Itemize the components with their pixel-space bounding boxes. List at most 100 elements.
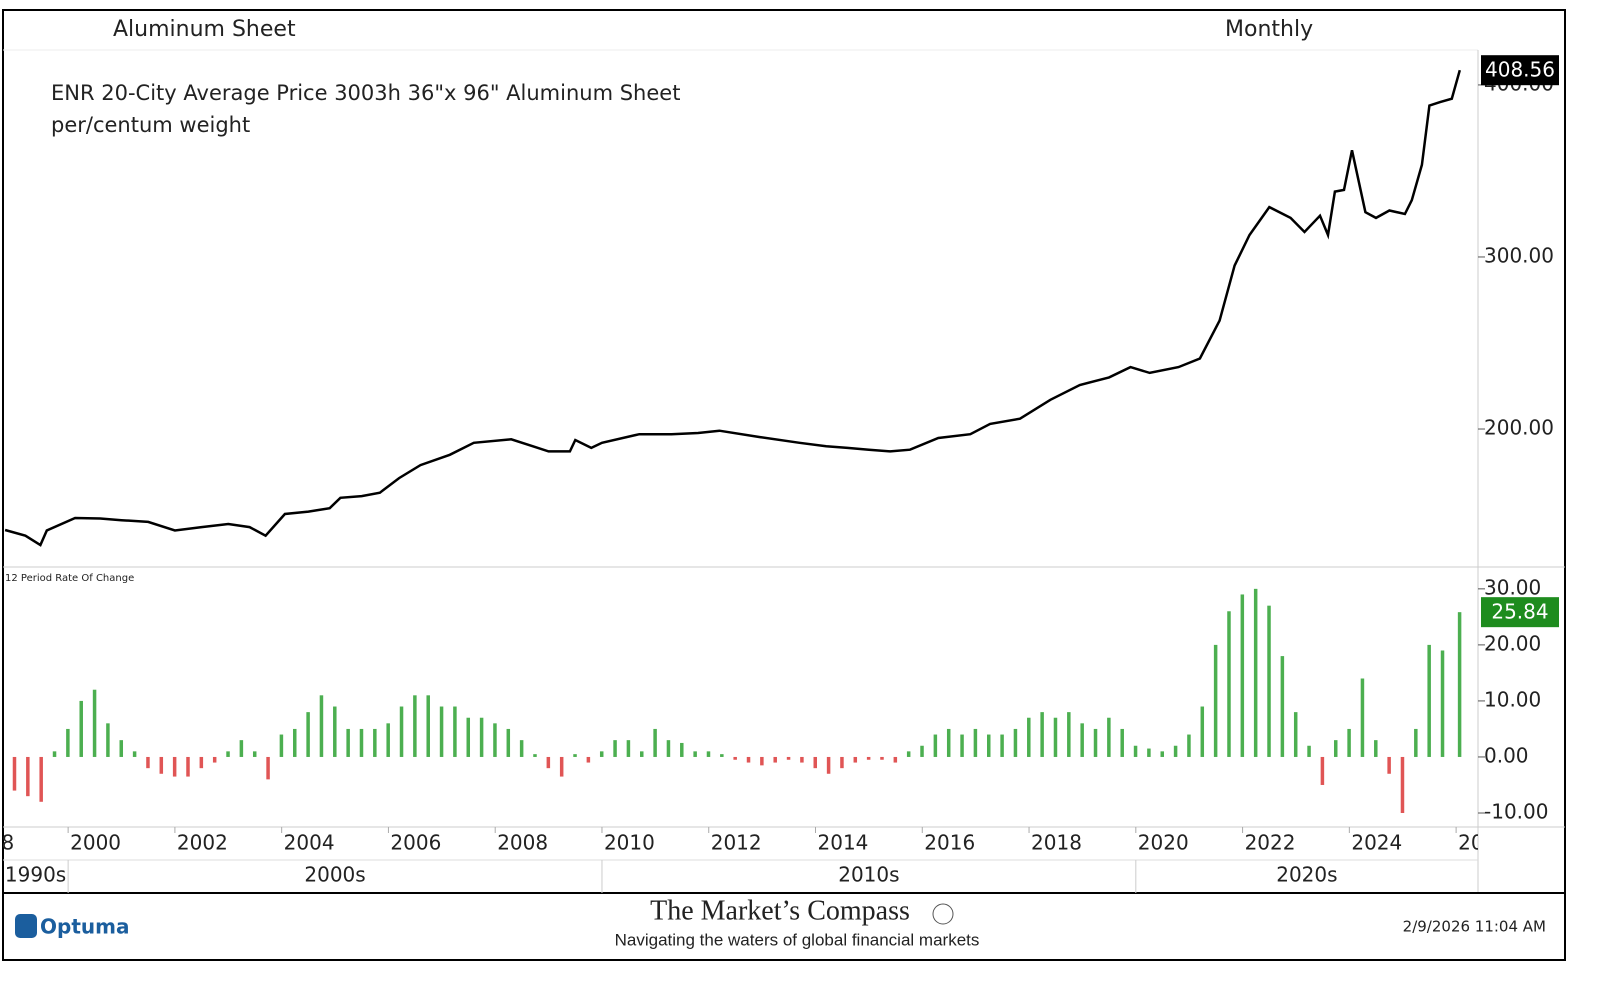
roc-bar xyxy=(359,728,364,757)
roc-bar xyxy=(1374,740,1378,757)
roc-bar xyxy=(1147,748,1151,757)
roc-bar xyxy=(733,756,737,760)
roc-bar xyxy=(1240,594,1245,757)
roc-bar xyxy=(826,756,831,774)
x-tick-label: 2000 xyxy=(70,831,121,855)
roc-bar xyxy=(720,754,724,757)
compass-icon xyxy=(932,903,954,925)
roc-bar xyxy=(706,751,711,757)
x-tick-label: 2008 xyxy=(497,831,548,855)
roc-bar xyxy=(853,756,858,763)
roc-bar xyxy=(1293,712,1298,757)
timestamp: 2/9/2026 11:04 AM xyxy=(1403,918,1546,936)
roc-bar xyxy=(920,745,924,757)
roc-bar xyxy=(252,751,257,757)
footer-title: The Market’s Compass xyxy=(650,895,910,926)
roc-bar xyxy=(172,756,177,777)
x-tick-label: 2010 xyxy=(604,831,655,855)
roc-bar xyxy=(1040,712,1044,757)
frame xyxy=(2,9,1566,961)
roc-bar xyxy=(1307,745,1311,757)
roc-bar xyxy=(1027,717,1031,757)
logo-icon xyxy=(15,914,37,938)
roc-bar xyxy=(693,751,697,757)
decade-label: 2020s xyxy=(1276,863,1337,887)
plot-area: 1998 2000 2002 2004 2006 2008 2010 2012 2014 2016… xyxy=(0,69,1478,887)
roc-bar xyxy=(26,756,30,797)
roc-bar xyxy=(746,756,751,763)
roc-bar xyxy=(413,695,417,757)
roc-bar xyxy=(1280,656,1285,757)
roc-bar xyxy=(519,740,524,757)
roc-bar xyxy=(132,751,137,757)
y-tick-label: 300.00 xyxy=(1484,243,1554,267)
roc-bar xyxy=(346,728,350,757)
roc-bar xyxy=(1067,712,1071,757)
roc-bar xyxy=(506,728,511,757)
roc-bar xyxy=(12,756,17,791)
roc-bar xyxy=(106,723,110,757)
decade-label: 2000s xyxy=(304,863,365,887)
roc-bar xyxy=(760,756,764,766)
x-tick-label: 2002 xyxy=(177,831,228,855)
x-tick-label: 2016 xyxy=(924,831,975,855)
roc-bar xyxy=(987,734,991,757)
roc-bar xyxy=(293,728,297,757)
roc-bar xyxy=(439,706,444,757)
roc-bar xyxy=(533,754,537,757)
decade-label: 1990s xyxy=(5,863,66,887)
roc-bar xyxy=(1400,756,1405,813)
roc-bar xyxy=(159,756,164,774)
x-tick-label: 2022 xyxy=(1245,831,1296,855)
roc-bar xyxy=(586,756,591,763)
roc-bar xyxy=(1013,728,1018,757)
roc-bar xyxy=(680,742,684,757)
roc-bar xyxy=(239,740,244,757)
roc-bar xyxy=(1320,756,1325,785)
roc-bar xyxy=(800,756,804,763)
panel-title: 12 Period Rate Of Change xyxy=(5,573,134,584)
roc-bar xyxy=(613,740,617,757)
roc-bar xyxy=(399,706,404,757)
roc-bar xyxy=(66,728,70,757)
roc-bar xyxy=(1253,588,1258,757)
y-tick-label: 20.00 xyxy=(1484,631,1541,655)
last-value-label: 25.84 xyxy=(1491,600,1548,624)
roc-bar xyxy=(573,754,577,757)
y-tick-label: 10.00 xyxy=(1484,687,1541,711)
roc-bar xyxy=(1360,678,1365,757)
roc-bar xyxy=(880,756,884,760)
roc-bar xyxy=(599,751,604,757)
last-value-box xyxy=(1481,597,1559,628)
roc-bar xyxy=(1414,728,1418,757)
annotation: per/centum weight xyxy=(51,113,250,137)
roc-bar xyxy=(626,740,631,757)
y-tick-label: 0.00 xyxy=(1484,743,1529,767)
roc-bar xyxy=(1080,723,1084,757)
roc-bar xyxy=(466,717,471,757)
roc-bar xyxy=(893,756,898,763)
roc-bar xyxy=(1457,612,1462,757)
roc-bar xyxy=(279,734,284,757)
roc-bar xyxy=(119,740,124,757)
y-tick-label: -10.00 xyxy=(1484,799,1548,823)
roc-bar xyxy=(666,740,671,757)
x-tick-label: 2012 xyxy=(711,831,762,855)
x-tick-label: 2024 xyxy=(1351,831,1402,855)
roc-bar xyxy=(653,728,657,757)
roc-bar xyxy=(866,756,871,760)
x-tick-label: 1998 xyxy=(0,831,14,855)
roc-bar xyxy=(1133,745,1138,757)
roc-bar xyxy=(1120,728,1124,757)
roc-bar xyxy=(773,756,777,763)
roc-bar xyxy=(1107,717,1111,757)
chart-title: Aluminum Sheet xyxy=(113,17,296,42)
x-tick-label: 2018 xyxy=(1031,831,1082,855)
roc-bar xyxy=(453,706,457,757)
roc-bar xyxy=(933,734,938,757)
brand: Optuma xyxy=(40,915,129,939)
roc-bar xyxy=(92,689,97,757)
roc-bar xyxy=(1093,728,1098,757)
annotation: ENR 20-City Average Price 3003h 36"x 96"… xyxy=(51,81,680,105)
